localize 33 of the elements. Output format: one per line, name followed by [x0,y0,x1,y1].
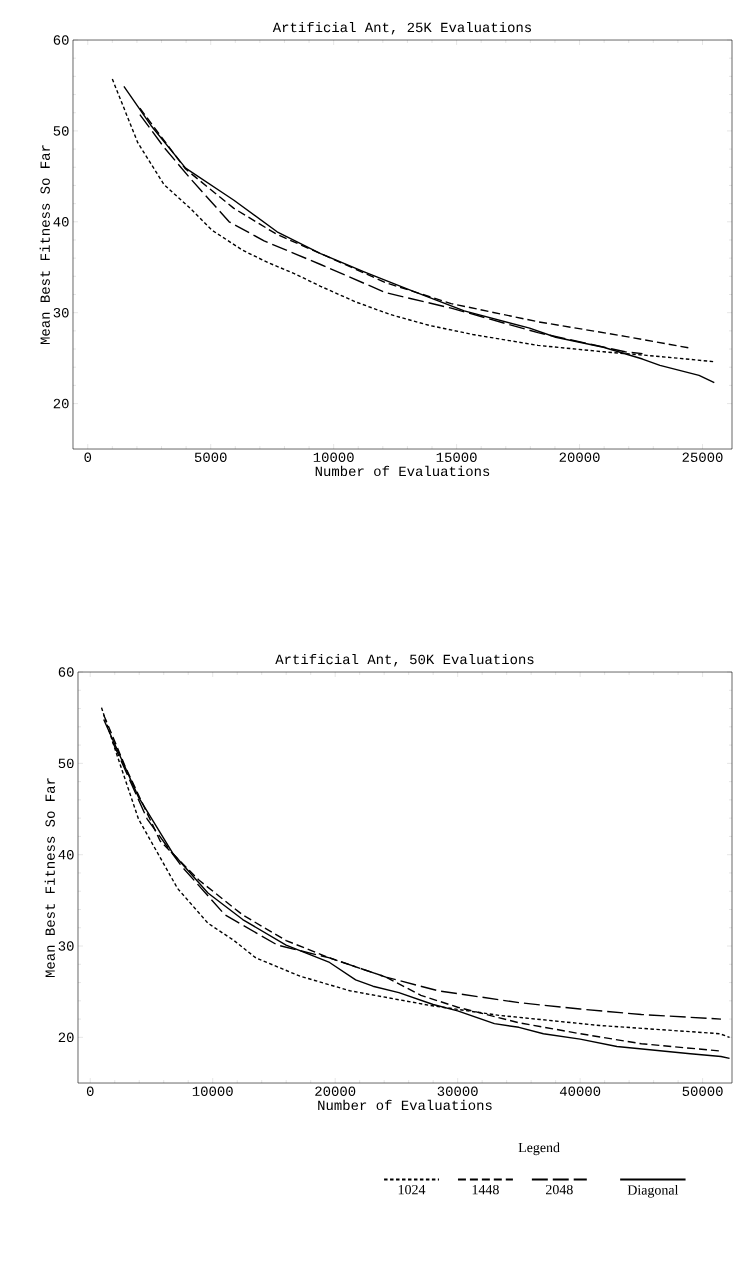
y-axis-title: Mean Best Fitness So Far [39,145,50,345]
y-tick-label: 40 [53,217,69,227]
y-tick-label: 30 [53,307,69,318]
legend-label: 1024 [398,1184,426,1195]
y-tick-label: 40 [58,849,74,860]
x-tick-label: 30000 [437,1086,478,1097]
x-axis-title: Number of Evaluations [318,1099,492,1111]
x-tick-label: 0 [84,452,92,463]
y-tick-label: 20 [58,1032,74,1043]
x-tick-label: 20000 [315,1086,356,1097]
chart-title: Artificial Ant, 50K Evaluations [275,653,534,667]
legend-label: 2048 [546,1184,573,1195]
x-tick-label: 10000 [313,452,354,463]
legend-label: 1448 [472,1184,499,1195]
x-tick-label: 20000 [559,452,600,463]
x-tick-label: 15000 [436,452,477,463]
y-tick-label: 20 [53,398,69,409]
y-tick-label: 50 [58,758,74,769]
legend-title: Legend [518,1142,560,1156]
x-tick-label: 10000 [192,1086,233,1097]
y-tick-label: 60 [53,35,69,45]
y-tick-label: 30 [58,941,74,951]
legend-label: Diagonal [627,1184,679,1198]
x-tick-label: 0 [86,1086,94,1097]
chart-title: Artificial Ant, 25K Evaluations [272,21,532,35]
x-tick-label: 25000 [682,452,723,463]
y-tick-label: 50 [53,126,69,136]
x-tick-label: 40000 [559,1086,601,1097]
y-axis-title: Mean Best Fitness So Far [44,778,55,978]
x-tick-label: 50000 [682,1086,723,1097]
x-tick-label: 5000 [194,452,227,463]
x-axis-title: Number of Evaluations [315,465,490,477]
y-tick-label: 60 [58,667,74,677]
